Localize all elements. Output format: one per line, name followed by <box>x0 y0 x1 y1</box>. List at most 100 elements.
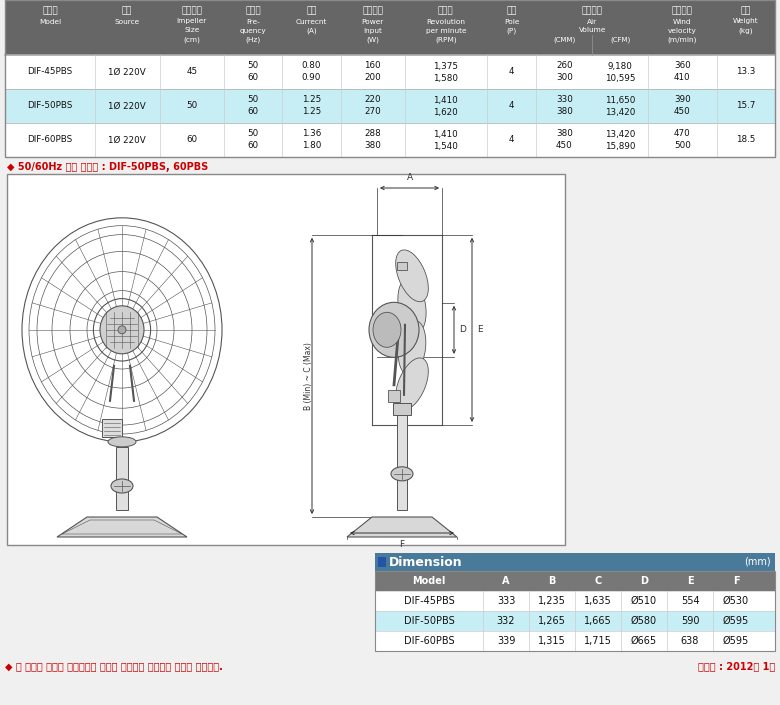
Text: 339: 339 <box>497 636 515 646</box>
Text: D: D <box>640 576 648 586</box>
Polygon shape <box>347 517 457 537</box>
Text: 1,635: 1,635 <box>584 596 612 606</box>
Text: 1,315: 1,315 <box>538 636 566 646</box>
Text: 1Ø 220V: 1Ø 220V <box>108 102 146 111</box>
Text: 450: 450 <box>674 107 690 116</box>
Text: 13,420: 13,420 <box>604 130 635 138</box>
Bar <box>375 571 775 651</box>
Text: 50: 50 <box>247 95 259 104</box>
Bar <box>393 403 411 415</box>
Bar <box>5 89 775 123</box>
Text: E: E <box>686 576 693 586</box>
Text: per minute: per minute <box>426 27 466 34</box>
Bar <box>5 0 775 157</box>
Text: (m/min): (m/min) <box>668 36 697 43</box>
Text: 200: 200 <box>364 73 381 82</box>
Text: DIF-50PBS: DIF-50PBS <box>403 616 455 626</box>
Text: Power: Power <box>362 18 384 25</box>
Ellipse shape <box>373 312 401 348</box>
Text: 1,410: 1,410 <box>434 130 458 138</box>
Text: 13,420: 13,420 <box>604 107 635 116</box>
Ellipse shape <box>391 467 413 481</box>
Text: 전류: 전류 <box>307 6 317 15</box>
Text: Ø595: Ø595 <box>723 616 749 626</box>
Text: 590: 590 <box>681 616 699 626</box>
Text: 50: 50 <box>186 102 197 111</box>
Text: 날개크기: 날개크기 <box>181 6 202 15</box>
Text: 638: 638 <box>681 636 699 646</box>
Text: 1Ø 220V: 1Ø 220V <box>108 68 146 77</box>
Text: 45: 45 <box>186 68 197 77</box>
Ellipse shape <box>369 302 419 357</box>
Text: 410: 410 <box>674 73 690 82</box>
Text: 1,540: 1,540 <box>434 142 458 150</box>
Text: (CMM): (CMM) <box>553 36 576 43</box>
Text: 1.36: 1.36 <box>302 130 321 138</box>
Text: (mm): (mm) <box>744 557 771 567</box>
Bar <box>375 631 775 651</box>
Text: B (Min) ~ C (Max): B (Min) ~ C (Max) <box>303 342 313 410</box>
Text: 최대풍속: 최대풍속 <box>672 6 693 15</box>
Bar <box>116 486 128 510</box>
Ellipse shape <box>398 321 426 375</box>
Text: 1.80: 1.80 <box>302 142 321 150</box>
Text: 중량: 중량 <box>740 6 751 15</box>
Text: 9,180: 9,180 <box>608 61 633 70</box>
Text: (kg): (kg) <box>739 27 753 34</box>
Text: 4: 4 <box>509 102 514 111</box>
Text: 1.25: 1.25 <box>302 107 321 116</box>
Text: DIF-60PBS: DIF-60PBS <box>404 636 454 646</box>
Text: E: E <box>477 325 483 334</box>
Polygon shape <box>57 517 187 537</box>
Text: 270: 270 <box>364 107 381 116</box>
Text: 1,715: 1,715 <box>584 636 612 646</box>
Text: 15.7: 15.7 <box>736 102 756 111</box>
Text: 360: 360 <box>674 61 690 70</box>
Text: DIF-50PBS: DIF-50PBS <box>27 102 73 111</box>
Bar <box>388 390 400 402</box>
Text: 300: 300 <box>556 73 573 82</box>
Text: 0.90: 0.90 <box>302 73 321 82</box>
Text: 최대풍량: 최대풍량 <box>582 6 603 15</box>
Text: Input: Input <box>363 27 382 34</box>
Text: 11,650: 11,650 <box>604 95 635 104</box>
Text: Impeller: Impeller <box>176 18 207 25</box>
Text: Model: Model <box>413 576 445 586</box>
Ellipse shape <box>100 306 144 354</box>
Bar <box>102 419 122 437</box>
Text: 390: 390 <box>674 95 690 104</box>
Text: 전원: 전원 <box>122 6 133 15</box>
Text: 450: 450 <box>556 142 573 150</box>
Ellipse shape <box>118 326 126 334</box>
Bar <box>375 591 775 611</box>
Text: 0.80: 0.80 <box>302 61 321 70</box>
Text: 260: 260 <box>556 61 573 70</box>
Text: 제작일 : 2012년 1월: 제작일 : 2012년 1월 <box>698 661 775 671</box>
Text: Ø510: Ø510 <box>631 596 657 606</box>
Text: quency: quency <box>239 27 267 34</box>
Text: F: F <box>732 576 739 586</box>
Text: C: C <box>594 576 601 586</box>
Text: A: A <box>406 173 413 182</box>
Bar <box>375 571 775 591</box>
Text: A: A <box>502 576 510 586</box>
Text: 50: 50 <box>247 130 259 138</box>
Text: 60: 60 <box>247 107 259 116</box>
Text: Fre-: Fre- <box>246 18 260 25</box>
Text: 회전수: 회전수 <box>438 6 454 15</box>
Bar <box>378 557 386 567</box>
Bar <box>397 262 407 270</box>
Text: 50: 50 <box>247 61 259 70</box>
Text: ◆ 본 제품의 사양은 품질개선을 위하여 예고없이 변경되는 경우가 있습니다.: ◆ 본 제품의 사양은 품질개선을 위하여 예고없이 변경되는 경우가 있습니다… <box>5 661 223 671</box>
Text: 10,595: 10,595 <box>604 73 635 82</box>
Ellipse shape <box>111 479 133 493</box>
Bar <box>375 611 775 631</box>
Bar <box>116 447 128 486</box>
Text: 1,265: 1,265 <box>538 616 566 626</box>
Text: Ø595: Ø595 <box>723 636 749 646</box>
Text: 소비전력: 소비전력 <box>363 6 383 15</box>
Text: 470: 470 <box>674 130 690 138</box>
Text: 13.3: 13.3 <box>736 68 756 77</box>
Text: 4: 4 <box>509 68 514 77</box>
Text: (RPM): (RPM) <box>435 36 456 43</box>
